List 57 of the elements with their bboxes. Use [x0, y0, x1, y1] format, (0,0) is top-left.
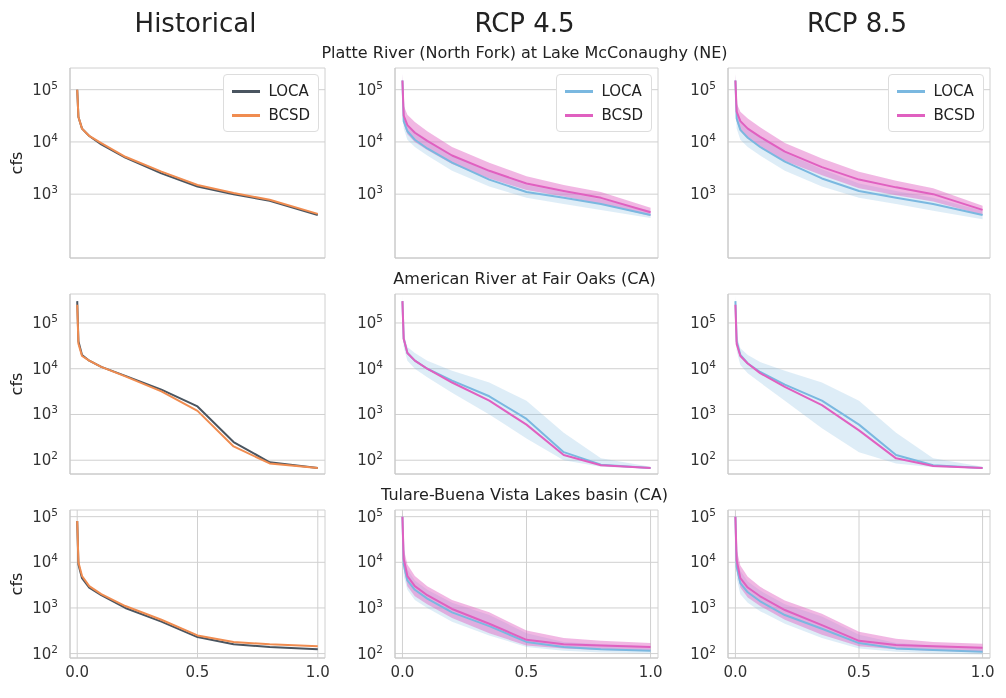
y-tick-label: 10$^{3}$	[32, 403, 58, 424]
y-tick-label: 10$^{3}$	[357, 183, 383, 204]
y-tick-label: 10$^{4}$	[357, 357, 384, 378]
x-tick-label: 1.0	[970, 662, 995, 681]
chart-subtitle: American River at Fair Oaks (CA)	[392, 269, 657, 288]
y-tick-label: 10$^{3}$	[357, 403, 383, 424]
y-tick-label: 10$^{5}$	[357, 505, 383, 526]
y-tick-label: 10$^{2}$	[690, 449, 716, 470]
y-tick-label: 10$^{2}$	[357, 449, 383, 470]
y-tick-label: 10$^{2}$	[32, 642, 58, 663]
y-tick-label: 10$^{4}$	[357, 130, 384, 151]
y-tick-label: 10$^{5}$	[690, 311, 716, 332]
legend-label: LOCA	[601, 81, 642, 102]
y-tick-label: 10$^{3}$	[32, 183, 58, 204]
y-tick-label: 10$^{5}$	[690, 78, 716, 99]
x-tick-label: 0.5	[514, 662, 539, 681]
y-tick-label: 10$^{3}$	[690, 403, 716, 424]
x-tick-label: 0.0	[390, 662, 415, 681]
y-tick-label: 10$^{3}$	[690, 596, 716, 617]
y-tick-label: 10$^{4}$	[32, 551, 59, 572]
y-tick-label: 10$^{3}$	[32, 596, 58, 617]
y-tick-label: 10$^{5}$	[357, 78, 383, 99]
y-tick-label: 10$^{5}$	[32, 311, 58, 332]
x-tick-label: 0.0	[723, 662, 748, 681]
y-tick-label: 10$^{5}$	[32, 78, 58, 99]
y-tick-label: 10$^{4}$	[32, 130, 59, 151]
legend-label: BCSD	[268, 105, 310, 126]
legend-label: LOCA	[933, 81, 974, 102]
y-tick-label: 10$^{2}$	[690, 642, 716, 663]
y-axis-title: cfs	[6, 372, 26, 396]
y-axis-title: cfs	[6, 572, 26, 596]
x-tick-label: 0.5	[185, 662, 210, 681]
y-tick-label: 10$^{4}$	[690, 130, 717, 151]
y-tick-label: 10$^{3}$	[357, 596, 383, 617]
x-tick-label: 0.5	[847, 662, 871, 681]
y-tick-label: 10$^{2}$	[32, 449, 58, 470]
y-tick-label: 10$^{4}$	[32, 357, 59, 378]
y-axis-title: cfs	[6, 151, 26, 175]
y-tick-label: 10$^{4}$	[690, 357, 717, 378]
legend-label: BCSD	[601, 105, 643, 126]
chart-title: RCP 4.5	[473, 8, 576, 38]
chart-subtitle: Platte River (North Fork) at Lake McConaughy (NE)	[320, 43, 729, 62]
y-tick-label: 10$^{4}$	[357, 551, 384, 572]
y-tick-label: 10$^{5}$	[690, 505, 716, 526]
chart-title: Historical	[133, 8, 258, 38]
x-tick-label: 0.0	[65, 662, 90, 681]
y-tick-label: 10$^{5}$	[32, 505, 58, 526]
chart-title: RCP 8.5	[805, 8, 909, 38]
y-tick-label: 10$^{4}$	[690, 551, 717, 572]
chart-subtitle: Tulare-Buena Vista Lakes basin (CA)	[380, 485, 669, 504]
y-tick-label: 10$^{2}$	[357, 642, 383, 663]
legend-label: BCSD	[933, 105, 975, 126]
y-tick-label: 10$^{3}$	[690, 183, 716, 204]
y-tick-label: 10$^{5}$	[357, 311, 383, 332]
legend-label: LOCA	[268, 81, 309, 102]
x-tick-label: 1.0	[638, 662, 663, 681]
x-tick-label: 1.0	[305, 662, 330, 681]
